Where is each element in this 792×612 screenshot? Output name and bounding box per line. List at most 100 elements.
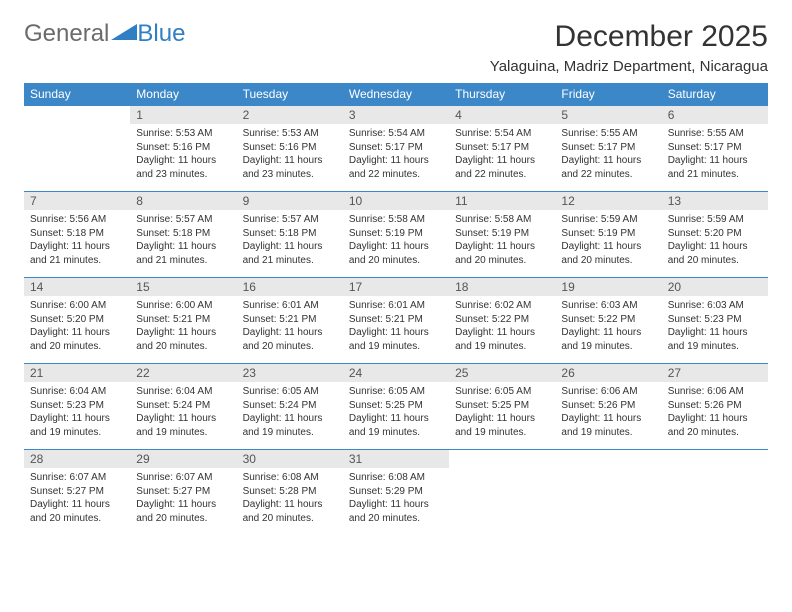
day-detail: Sunrise: 6:07 AMSunset: 5:27 PMDaylight:…	[130, 468, 236, 529]
day-number: 31	[343, 450, 449, 468]
day-number: 12	[555, 192, 661, 210]
calendar-day-cell: 8Sunrise: 5:57 AMSunset: 5:18 PMDaylight…	[130, 192, 236, 278]
calendar-day-cell: 15Sunrise: 6:00 AMSunset: 5:21 PMDayligh…	[130, 278, 236, 364]
day-number: 14	[24, 278, 130, 296]
day-detail: Sunrise: 5:54 AMSunset: 5:17 PMDaylight:…	[343, 124, 449, 185]
calendar-day-cell: 28Sunrise: 6:07 AMSunset: 5:27 PMDayligh…	[24, 450, 130, 536]
day-detail: Sunrise: 5:53 AMSunset: 5:16 PMDaylight:…	[237, 124, 343, 185]
day-detail: Sunrise: 6:04 AMSunset: 5:24 PMDaylight:…	[130, 382, 236, 443]
day-detail: Sunrise: 6:05 AMSunset: 5:25 PMDaylight:…	[343, 382, 449, 443]
day-detail: Sunrise: 5:56 AMSunset: 5:18 PMDaylight:…	[24, 210, 130, 271]
brand-triangle-icon	[111, 22, 137, 47]
calendar-week-row: 14Sunrise: 6:00 AMSunset: 5:20 PMDayligh…	[24, 278, 768, 364]
day-detail: Sunrise: 6:03 AMSunset: 5:22 PMDaylight:…	[555, 296, 661, 357]
weekday-header-cell: Monday	[130, 83, 236, 106]
day-number: 17	[343, 278, 449, 296]
brand-logo: General Blue	[24, 20, 185, 48]
day-detail: Sunrise: 6:03 AMSunset: 5:23 PMDaylight:…	[662, 296, 768, 357]
calendar-body: 1Sunrise: 5:53 AMSunset: 5:16 PMDaylight…	[24, 106, 768, 536]
day-number: 10	[343, 192, 449, 210]
calendar-day-cell: 10Sunrise: 5:58 AMSunset: 5:19 PMDayligh…	[343, 192, 449, 278]
day-detail: Sunrise: 5:55 AMSunset: 5:17 PMDaylight:…	[555, 124, 661, 185]
weekday-header-cell: Saturday	[662, 83, 768, 106]
location-text: Yalaguina, Madriz Department, Nicaragua	[490, 58, 768, 75]
calendar-weekday-header: SundayMondayTuesdayWednesdayThursdayFrid…	[24, 83, 768, 106]
weekday-header-cell: Wednesday	[343, 83, 449, 106]
day-number: 2	[237, 106, 343, 124]
day-number: 11	[449, 192, 555, 210]
day-number: 13	[662, 192, 768, 210]
day-number: 22	[130, 364, 236, 382]
day-number: 29	[130, 450, 236, 468]
calendar-day-cell: 17Sunrise: 6:01 AMSunset: 5:21 PMDayligh…	[343, 278, 449, 364]
calendar-day-cell: 31Sunrise: 6:08 AMSunset: 5:29 PMDayligh…	[343, 450, 449, 536]
calendar-week-row: 21Sunrise: 6:04 AMSunset: 5:23 PMDayligh…	[24, 364, 768, 450]
calendar-day-cell: 26Sunrise: 6:06 AMSunset: 5:26 PMDayligh…	[555, 364, 661, 450]
day-detail: Sunrise: 5:59 AMSunset: 5:20 PMDaylight:…	[662, 210, 768, 271]
day-detail: Sunrise: 6:05 AMSunset: 5:25 PMDaylight:…	[449, 382, 555, 443]
day-detail: Sunrise: 5:58 AMSunset: 5:19 PMDaylight:…	[449, 210, 555, 271]
day-detail: Sunrise: 6:01 AMSunset: 5:21 PMDaylight:…	[237, 296, 343, 357]
calendar-day-cell: 14Sunrise: 6:00 AMSunset: 5:20 PMDayligh…	[24, 278, 130, 364]
calendar-day-cell	[662, 450, 768, 536]
day-detail: Sunrise: 6:00 AMSunset: 5:20 PMDaylight:…	[24, 296, 130, 357]
day-number: 6	[662, 106, 768, 124]
calendar-day-cell: 30Sunrise: 6:08 AMSunset: 5:28 PMDayligh…	[237, 450, 343, 536]
day-number: 21	[24, 364, 130, 382]
calendar-day-cell: 3Sunrise: 5:54 AMSunset: 5:17 PMDaylight…	[343, 106, 449, 192]
day-number: 7	[24, 192, 130, 210]
day-number: 18	[449, 278, 555, 296]
day-number: 8	[130, 192, 236, 210]
calendar-day-cell: 19Sunrise: 6:03 AMSunset: 5:22 PMDayligh…	[555, 278, 661, 364]
day-number: 16	[237, 278, 343, 296]
calendar-day-cell: 24Sunrise: 6:05 AMSunset: 5:25 PMDayligh…	[343, 364, 449, 450]
day-detail: Sunrise: 6:04 AMSunset: 5:23 PMDaylight:…	[24, 382, 130, 443]
day-detail: Sunrise: 5:57 AMSunset: 5:18 PMDaylight:…	[237, 210, 343, 271]
calendar-day-cell: 20Sunrise: 6:03 AMSunset: 5:23 PMDayligh…	[662, 278, 768, 364]
day-detail: Sunrise: 5:58 AMSunset: 5:19 PMDaylight:…	[343, 210, 449, 271]
day-number: 4	[449, 106, 555, 124]
calendar-week-row: 28Sunrise: 6:07 AMSunset: 5:27 PMDayligh…	[24, 450, 768, 536]
calendar-day-cell: 5Sunrise: 5:55 AMSunset: 5:17 PMDaylight…	[555, 106, 661, 192]
calendar-page: General Blue December 2025 Yalaguina, Ma…	[0, 0, 792, 556]
day-number: 23	[237, 364, 343, 382]
calendar-day-cell: 11Sunrise: 5:58 AMSunset: 5:19 PMDayligh…	[449, 192, 555, 278]
calendar-day-cell: 13Sunrise: 5:59 AMSunset: 5:20 PMDayligh…	[662, 192, 768, 278]
day-number: 15	[130, 278, 236, 296]
day-detail: Sunrise: 6:06 AMSunset: 5:26 PMDaylight:…	[662, 382, 768, 443]
calendar-week-row: 7Sunrise: 5:56 AMSunset: 5:18 PMDaylight…	[24, 192, 768, 278]
day-number: 28	[24, 450, 130, 468]
calendar-day-cell: 29Sunrise: 6:07 AMSunset: 5:27 PMDayligh…	[130, 450, 236, 536]
brand-name-gray: General	[24, 20, 109, 48]
day-number: 5	[555, 106, 661, 124]
calendar-day-cell: 25Sunrise: 6:05 AMSunset: 5:25 PMDayligh…	[449, 364, 555, 450]
day-detail: Sunrise: 6:05 AMSunset: 5:24 PMDaylight:…	[237, 382, 343, 443]
calendar-day-cell	[449, 450, 555, 536]
day-number: 3	[343, 106, 449, 124]
day-detail: Sunrise: 6:07 AMSunset: 5:27 PMDaylight:…	[24, 468, 130, 529]
day-number: 9	[237, 192, 343, 210]
day-number: 26	[555, 364, 661, 382]
calendar-day-cell: 21Sunrise: 6:04 AMSunset: 5:23 PMDayligh…	[24, 364, 130, 450]
calendar-day-cell: 12Sunrise: 5:59 AMSunset: 5:19 PMDayligh…	[555, 192, 661, 278]
day-detail: Sunrise: 6:08 AMSunset: 5:28 PMDaylight:…	[237, 468, 343, 529]
calendar-table: SundayMondayTuesdayWednesdayThursdayFrid…	[24, 83, 768, 536]
calendar-day-cell: 7Sunrise: 5:56 AMSunset: 5:18 PMDaylight…	[24, 192, 130, 278]
day-detail: Sunrise: 6:01 AMSunset: 5:21 PMDaylight:…	[343, 296, 449, 357]
day-detail: Sunrise: 6:08 AMSunset: 5:29 PMDaylight:…	[343, 468, 449, 529]
calendar-day-cell: 4Sunrise: 5:54 AMSunset: 5:17 PMDaylight…	[449, 106, 555, 192]
weekday-header-cell: Thursday	[449, 83, 555, 106]
day-detail: Sunrise: 5:59 AMSunset: 5:19 PMDaylight:…	[555, 210, 661, 271]
day-detail: Sunrise: 6:02 AMSunset: 5:22 PMDaylight:…	[449, 296, 555, 357]
day-number: 20	[662, 278, 768, 296]
day-number: 27	[662, 364, 768, 382]
brand-name-blue: Blue	[137, 20, 185, 47]
weekday-header-cell: Tuesday	[237, 83, 343, 106]
calendar-day-cell	[555, 450, 661, 536]
calendar-day-cell: 6Sunrise: 5:55 AMSunset: 5:17 PMDaylight…	[662, 106, 768, 192]
calendar-day-cell: 23Sunrise: 6:05 AMSunset: 5:24 PMDayligh…	[237, 364, 343, 450]
day-detail: Sunrise: 5:53 AMSunset: 5:16 PMDaylight:…	[130, 124, 236, 185]
calendar-day-cell: 27Sunrise: 6:06 AMSunset: 5:26 PMDayligh…	[662, 364, 768, 450]
weekday-header-cell: Sunday	[24, 83, 130, 106]
day-number: 19	[555, 278, 661, 296]
